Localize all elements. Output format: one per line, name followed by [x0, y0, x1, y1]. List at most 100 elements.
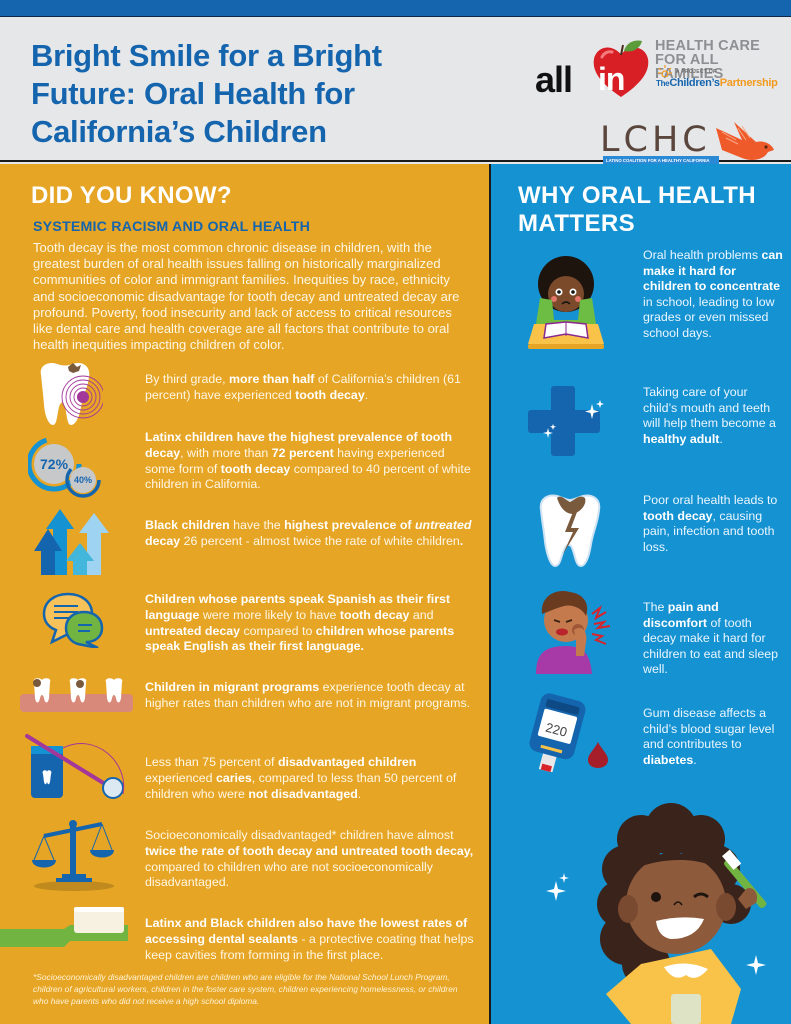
tcp-the: The — [656, 79, 670, 88]
fact-text-segment: tooth decay — [643, 508, 713, 523]
fact-text-segment: have the — [229, 518, 285, 532]
fact-text-segment: untreated decay — [145, 623, 241, 638]
fact-text-segment: Latinx children have the highest prevale… — [145, 430, 453, 460]
top-bar — [0, 0, 791, 17]
fact-text-segment: more than half — [229, 372, 315, 386]
fact-text-segment: . — [719, 431, 723, 446]
stat-40-percent: 40% — [74, 475, 93, 485]
fact-text-segment: compared to children who are not socioec… — [145, 859, 433, 890]
fact-third-grade: By third grade, more than half of Califo… — [145, 372, 475, 404]
fact-text-segment: not disadvantaged — [248, 786, 358, 801]
fact-text-segment: tooth decay — [339, 607, 410, 622]
hcaf-line-1: HEALTH CARE — [655, 38, 761, 54]
cracked-tooth-icon — [539, 494, 601, 568]
decayed-tooth-icon — [40, 363, 103, 425]
fact-diabetes: Gum disease affects a child’s blood suga… — [643, 706, 783, 768]
fact-text-segment: of tooth decay make it hard for children… — [643, 615, 779, 677]
fact-spanish-speaking: Children whose parents speak Spanish as … — [145, 592, 475, 655]
hcaf-line-2: FOR ALL FAMILIES — [655, 52, 724, 82]
fact-text-segment: , compared to less than 50 percent of ch… — [145, 770, 457, 801]
fact-text-segment: By third grade, — [145, 372, 230, 386]
fact-text-segment: compared to 40 percent of white children… — [145, 461, 471, 492]
fact-text-segment: Socioeconomically disadvantaged* childre… — [145, 828, 454, 842]
lchc-tagline: LATINO COALITION FOR A HEALTHY CALIFORNI… — [603, 156, 719, 165]
fact-text-segment: Oral health problems — [643, 248, 762, 262]
fact-text-segment: caries — [215, 770, 252, 785]
why-oral-health-panel: WHY ORAL HEALTH MATTERS Oral health prob… — [491, 164, 791, 1024]
fact-text-segment: tooth decay — [295, 387, 365, 402]
fact-text-segment: 72 percent — [271, 445, 334, 460]
fact-text-segment: and — [409, 607, 434, 622]
fact-text-segment: 26 percent - almost twice the rate of wh… — [180, 533, 460, 548]
intro-paragraph: Tooth decay is the most common chronic d… — [33, 240, 460, 353]
apple-heart-icon — [593, 40, 649, 97]
fact-text-segment: twice the rate of tooth decay and untrea… — [145, 843, 474, 858]
fact-concentrate: Oral health problems can make it hard fo… — [643, 248, 783, 342]
scales-icon — [32, 820, 114, 891]
fact-text-segment: The — [643, 600, 668, 614]
did-you-know-heading: DID YOU KNOW? — [31, 182, 232, 209]
fact-text-segment: children whose parents speak English as … — [145, 623, 455, 654]
meter-reading: 220 — [544, 720, 569, 740]
fact-text-segment: Latinx and Black children also have the … — [145, 916, 468, 946]
tcp-partnership: Partnership — [719, 77, 778, 89]
fact-text-segment: having experienced some form of — [145, 445, 445, 476]
fact-disadvantaged-caries: Less than 75 percent of disadvantaged ch… — [145, 755, 475, 802]
fact-dental-sealants: Latinx and Black children also have the … — [145, 916, 475, 963]
allin-logo-in: in — [598, 61, 625, 97]
lchc-logo-text: LCHC — [600, 120, 711, 160]
fact-text-segment: disadvantaged children — [277, 755, 417, 769]
fact-text-segment: Children whose parents speak Spanish as … — [145, 592, 451, 622]
fact-text-segment: . — [693, 752, 697, 767]
allin-logo-all: all — [535, 59, 573, 100]
fact-text-segment: can make it hard for children to concent… — [643, 248, 783, 294]
fact-text-segment: compared to — [240, 623, 316, 638]
fact-text-segment: in school, leading to low grades or even… — [643, 294, 775, 340]
fact-text-segment: . — [357, 786, 362, 801]
fact-pain-discomfort: The pain and discomfort of tooth decay m… — [643, 600, 783, 678]
fact-latinx-prevalence: Latinx children have the highest prevale… — [145, 430, 475, 493]
fact-text-segment: Less than 75 percent of — [145, 755, 278, 769]
fact-text-segment: Gum disease affects a child’s blood suga… — [643, 706, 775, 752]
health-cross-icon — [528, 386, 604, 456]
fact-black-untreated: Black children have the highest prevalen… — [145, 518, 475, 550]
hcaf-logo-text: HEALTH CARE FOR ALL FAMILIES — [655, 38, 791, 82]
fact-text-segment: , causing pain, infection and tooth loss… — [643, 508, 775, 554]
project-of-label: A PROJECT OF — [676, 69, 717, 75]
fact-text-segment: , with more than — [180, 445, 272, 460]
speech-bubbles-icon — [42, 592, 104, 648]
fact-text-segment: pain and discomfort — [643, 600, 719, 630]
fact-text-segment: Black children — [145, 518, 230, 532]
page-title: Bright Smile for a Bright Future: Oral H… — [31, 38, 382, 149]
fact-text-segment: healthy adult — [643, 431, 720, 446]
fact-text-segment: of California’s children (61 percent) ha… — [145, 372, 461, 402]
fact-text-segment: Poor oral health leads to — [643, 493, 778, 507]
fact-text-segment: - a protective coating that helps keep c… — [145, 931, 474, 962]
did-you-know-panel: DID YOU KNOW? SYSTEMIC RACISM AND ORAL H… — [0, 164, 489, 1024]
fact-text-segment: . — [364, 387, 369, 402]
bird-icon — [716, 122, 774, 160]
floss-mirror-icon — [25, 734, 125, 799]
fact-text-segment: tooth decay — [220, 461, 291, 476]
fact-text-segment: diabetes — [643, 752, 694, 767]
footnote: *Socioeconomically disadvantaged childre… — [33, 972, 458, 1006]
fact-migrant-programs: Children in migrant programs experience … — [145, 680, 475, 712]
toothbrush-icon — [0, 907, 128, 947]
fact-tooth-decay-pain: Poor oral health leads to tooth decay, c… — [643, 493, 783, 555]
systemic-racism-subheading: SYSTEMIC RACISM AND ORAL HEALTH — [33, 219, 311, 235]
column-divider — [489, 164, 491, 1024]
why-oral-health-heading: WHY ORAL HEALTH MATTERS — [518, 182, 756, 237]
percent-circles-icon: 72% 40% — [26, 434, 108, 504]
fact-healthy-adult: Taking care of your child’s mouth and te… — [643, 385, 783, 447]
fact-text-segment: . — [459, 533, 464, 548]
child-studying-icon — [528, 256, 604, 349]
fact-text-segment: decay — [145, 533, 181, 548]
fact-text-segment: were more likely to have — [199, 607, 340, 622]
sun-icon — [658, 65, 672, 77]
toothache-child-icon — [536, 590, 611, 674]
fact-text-segment: experienced — [145, 770, 216, 785]
stat-72-percent: 72% — [40, 456, 69, 472]
fact-text-segment: untreated — [414, 518, 472, 532]
tcp-childrens: Children’s — [669, 77, 720, 89]
rising-arrows-icon — [34, 509, 109, 575]
